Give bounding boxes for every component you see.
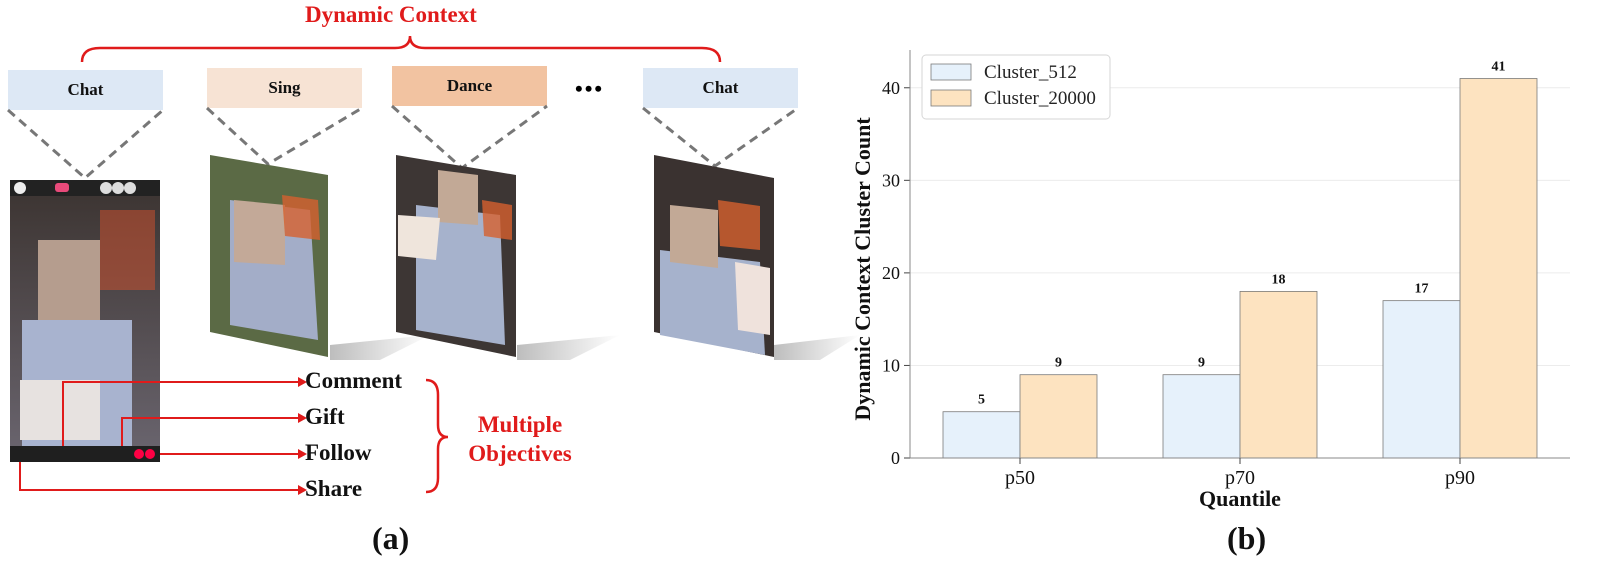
bar-Cluster_512-p70 [1162, 374, 1241, 459]
chart-bars: 5 9 9 18 17 41 [942, 60, 1538, 459]
y-tick-label: 40 [882, 78, 900, 98]
x-tick-label: p90 [1445, 467, 1475, 489]
bar-Cluster_20000-p50 [1019, 374, 1098, 459]
objective-share: Share [305, 476, 363, 501]
objective-gift: Gift [305, 404, 345, 429]
x-tick-label: p70 [1225, 467, 1255, 489]
data-label: 41 [1492, 60, 1506, 75]
y-tick-label: 0 [891, 448, 900, 468]
dance-frame [396, 155, 620, 360]
context-box-sing: Sing [207, 68, 362, 108]
panel-a-label: (a) [372, 520, 410, 556]
bar-chart: 5 9 9 18 17 41 0 10 20 30 40 p50 p70 p90 Quantile Dyna… [850, 50, 1570, 510]
bar-Cluster_512-p50 [942, 411, 1021, 459]
data-label: 17 [1415, 282, 1429, 297]
dynamic-context-brace [80, 35, 722, 63]
objective-follow: Follow [305, 440, 372, 465]
multiple-objectives-line2: Objectives [468, 441, 572, 466]
chart-legend: Cluster_512 Cluster_20000 [921, 54, 1111, 120]
panel-b-label: (b) [1227, 520, 1267, 556]
x-axis-title: Quantile [1199, 486, 1281, 510]
y-tick-label: 10 [882, 355, 900, 375]
multiple-objectives-label: Multiple Objectives [455, 410, 585, 468]
data-label: 18 [1272, 272, 1286, 287]
multiple-objectives-line1: Multiple [477, 412, 563, 437]
legend-swatch [930, 89, 972, 107]
sing-frame [210, 155, 430, 360]
bar-Cluster_20000-p90 [1459, 78, 1538, 459]
y-axis-title: Dynamic Context Cluster Count [850, 117, 875, 421]
y-tick-label: 30 [882, 170, 900, 190]
context-box-dance: Dance [392, 66, 547, 106]
data-label: 9 [1055, 356, 1062, 371]
context-box-chat-2: Chat [643, 68, 798, 108]
objective-comment: Comment [305, 368, 403, 393]
legend-label: Cluster_512 [984, 62, 1077, 83]
y-tick-label: 20 [882, 263, 900, 283]
x-tick-label: p50 [1005, 467, 1035, 489]
data-label: 5 [978, 393, 985, 408]
data-label: 9 [1198, 356, 1205, 371]
ellipsis: ••• [575, 76, 605, 101]
video-frames [7, 104, 860, 495]
chart-axes: 0 10 20 30 40 p50 p70 p90 Quantile Dynamic Contex… [850, 50, 1570, 510]
bar-Cluster_512-p90 [1382, 300, 1461, 459]
chat-frame [654, 155, 860, 360]
dynamic-context-title: Dynamic Context [305, 2, 477, 27]
legend-label: Cluster_20000 [984, 88, 1096, 109]
legend-swatch [930, 63, 972, 81]
phone-frame [10, 180, 160, 462]
context-box-chat-1: Chat [8, 70, 163, 110]
bar-Cluster_20000-p70 [1239, 290, 1318, 459]
